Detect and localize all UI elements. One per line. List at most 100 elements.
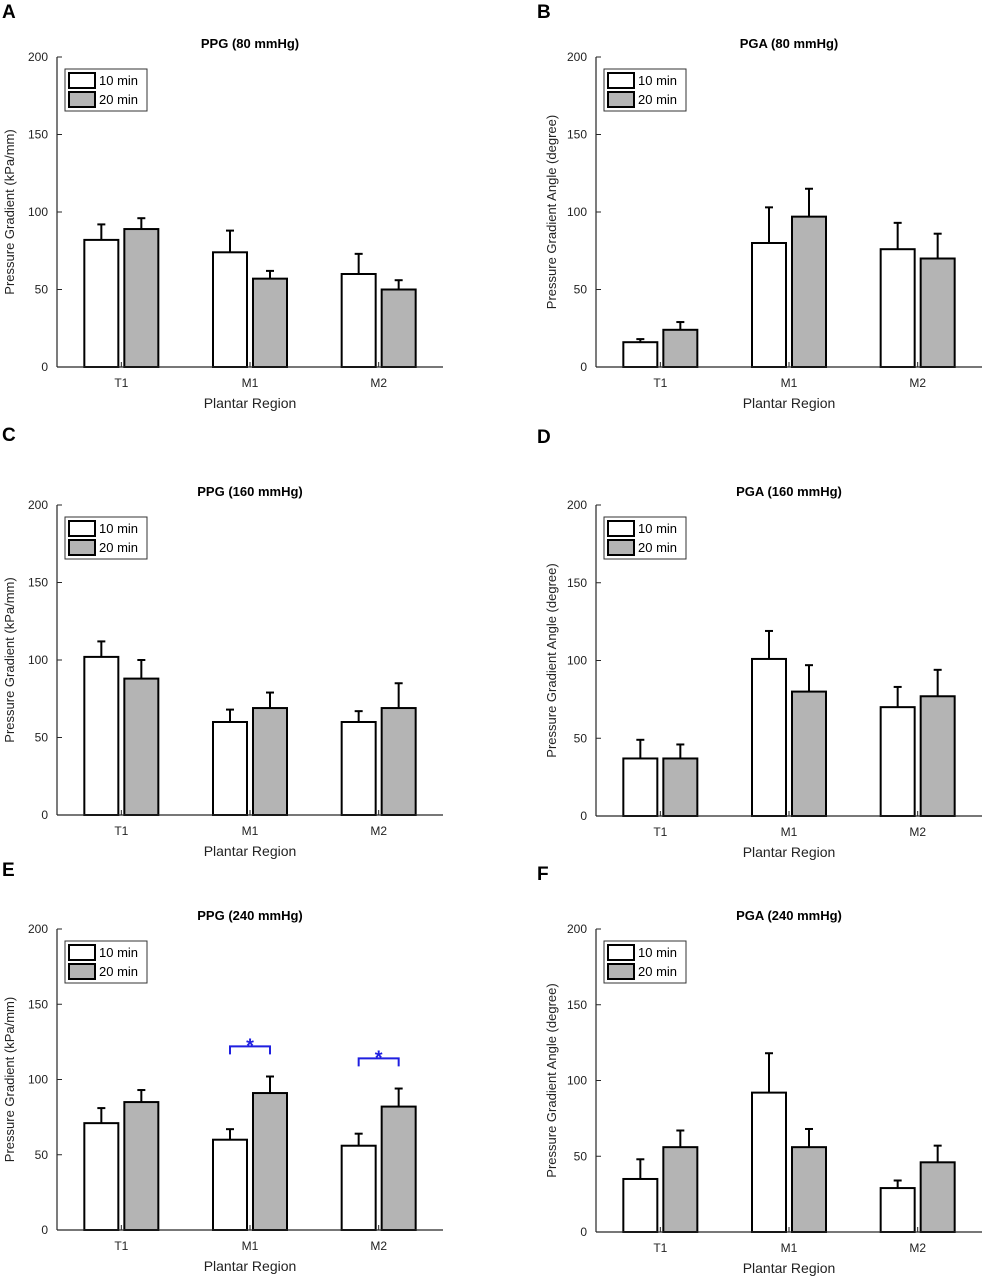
significance-star: * [246, 1035, 254, 1057]
x-tick-label: M1 [781, 825, 798, 839]
y-tick-label: 50 [574, 1149, 588, 1163]
bar-t1-10min [622, 1177, 659, 1233]
bar-m1-20min [791, 690, 827, 817]
y-tick-label: 200 [28, 922, 48, 936]
bar-m2-20min [919, 1161, 956, 1234]
bar-t1-20min [662, 328, 699, 368]
panel-letter: C [2, 425, 16, 446]
y-tick-label: 0 [580, 809, 587, 823]
bar-t1-10min [83, 655, 120, 817]
y-axis-label: Pressure Gradient (kPa/mm) [2, 577, 17, 742]
legend-label: 20 min [99, 540, 138, 555]
legend-swatch [607, 72, 635, 89]
legend-swatch [68, 72, 96, 89]
x-axis-label: Plantar Region [204, 843, 297, 859]
bar-m2-10min [879, 248, 916, 368]
x-tick-label: T1 [114, 1239, 128, 1253]
bar-m1-20min [252, 277, 288, 368]
x-tick-label: M2 [370, 376, 387, 390]
legend-swatch [607, 539, 635, 556]
panel-title: PGA (240 mmHg) [736, 908, 842, 923]
legend-swatch [68, 963, 96, 980]
x-tick-label: T1 [653, 825, 667, 839]
legend-swatch [68, 944, 96, 961]
bar-t1-20min [123, 677, 160, 816]
y-tick-label: 150 [567, 128, 587, 142]
x-tick-label: T1 [114, 376, 128, 390]
y-tick-label: 0 [41, 360, 48, 374]
y-axis-label: Pressure Gradient Angle (degree) [544, 115, 559, 309]
bar-m1-10min [212, 251, 248, 368]
y-tick-label: 200 [567, 922, 587, 936]
bar-t1-20min [662, 757, 699, 818]
legend-swatch [68, 539, 96, 556]
y-tick-label: 200 [28, 50, 48, 64]
panel-title: PGA (80 mmHg) [740, 36, 838, 51]
y-tick-label: 0 [41, 1223, 48, 1237]
legend-label: 10 min [99, 945, 138, 960]
x-tick-label: M1 [781, 376, 798, 390]
bar-m1-20min [252, 707, 288, 816]
y-tick-label: 100 [567, 205, 587, 219]
bar-t1-20min [123, 228, 160, 368]
legend-swatch [68, 91, 96, 108]
x-tick-label: M1 [781, 1241, 798, 1255]
y-tick-label: 150 [28, 576, 48, 590]
y-tick-label: 150 [567, 998, 587, 1012]
legend-label: 10 min [638, 521, 677, 536]
y-tick-label: 100 [28, 1073, 48, 1087]
bar-m1-10min [751, 242, 787, 368]
legend-label: 20 min [638, 964, 677, 979]
panel-letter: A [2, 2, 16, 23]
legend-swatch [68, 520, 96, 537]
bar-m2-20min [919, 257, 956, 368]
bar-t1-20min [123, 1101, 160, 1231]
bar-m2-10min [340, 721, 377, 816]
x-axis-label: Plantar Region [743, 1260, 836, 1276]
x-tick-label: M2 [909, 825, 926, 839]
legend-label: 20 min [638, 92, 677, 107]
x-tick-label: T1 [114, 824, 128, 838]
panel-title: PPG (160 mmHg) [197, 484, 302, 499]
x-tick-label: M1 [242, 1239, 259, 1253]
bar-t1-10min [83, 1122, 120, 1232]
y-axis-label: Pressure Gradient (kPa/mm) [2, 997, 17, 1162]
significance-bracket [357, 1057, 400, 1067]
x-tick-label: T1 [653, 376, 667, 390]
y-tick-label: 0 [580, 1225, 587, 1239]
y-tick-label: 150 [28, 997, 48, 1011]
bar-m1-10min [751, 657, 787, 817]
legend-label: 10 min [638, 945, 677, 960]
bar-m2-20min [380, 288, 417, 368]
x-axis-label: Plantar Region [743, 395, 836, 411]
y-tick-label: 50 [35, 283, 49, 297]
y-tick-label: 100 [567, 1074, 587, 1088]
y-tick-label: 200 [567, 498, 587, 512]
bar-t1-20min [662, 1146, 699, 1234]
x-tick-label: M2 [370, 1239, 387, 1253]
bar-m2-20min [380, 1105, 417, 1231]
x-axis-label: Plantar Region [204, 395, 297, 411]
legend-label: 10 min [99, 73, 138, 88]
bar-m2-20min [380, 707, 417, 816]
bar-m2-10min [340, 1144, 377, 1231]
bar-m1-20min [791, 1146, 827, 1234]
bar-m2-10min [879, 706, 916, 818]
bar-t1-10min [83, 238, 120, 368]
y-tick-label: 200 [28, 498, 48, 512]
bar-m1-10min [212, 721, 248, 816]
bar-t1-10min [622, 757, 659, 818]
legend-swatch [607, 963, 635, 980]
y-axis-label: Pressure Gradient Angle (degree) [544, 563, 559, 757]
panel-title: PPG (80 mmHg) [201, 36, 299, 51]
y-tick-label: 200 [567, 50, 587, 64]
significance-bracket [229, 1045, 271, 1055]
panel-letter: D [537, 427, 551, 448]
y-tick-label: 100 [28, 205, 48, 219]
bar-m2-10min [879, 1187, 916, 1233]
legend-label: 10 min [99, 521, 138, 536]
panel-letter: F [537, 864, 549, 885]
bar-m1-10min [751, 1091, 787, 1233]
x-tick-label: M1 [242, 824, 259, 838]
